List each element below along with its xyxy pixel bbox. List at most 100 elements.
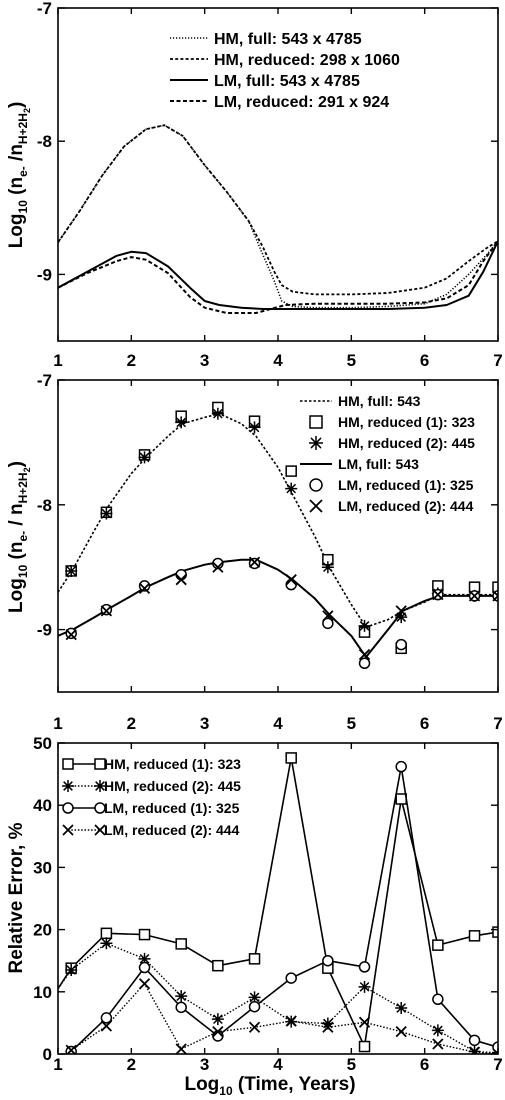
panel-bottom-plot-area	[58, 752, 498, 1054]
x-tick-label: 7	[493, 351, 502, 370]
data-point	[100, 1012, 113, 1024]
x-tick-label: 5	[347, 714, 356, 733]
x-tick-label: 4	[273, 714, 283, 733]
data-point	[175, 416, 188, 429]
data-point	[138, 580, 151, 592]
y-tick-label: 20	[33, 921, 52, 940]
data-point	[285, 1015, 297, 1027]
panel-bottom-y-axis-label: Relative Error, %	[6, 822, 27, 973]
series-lm-full-543	[58, 558, 498, 659]
y-tick-label: -8	[37, 496, 52, 515]
legend-label: HM, reduced (2): 445	[338, 435, 475, 451]
data-point	[358, 648, 371, 661]
legend-label: LM, reduced (2): 444	[338, 498, 474, 514]
legend-label: LM, reduced (1): 325	[104, 800, 240, 816]
panel-top-y-axis-label: Log10 (ne- /nH+2H2)	[6, 102, 32, 249]
data-point	[175, 574, 187, 586]
legend-label: HM, reduced (1): 323	[338, 414, 475, 430]
series-line	[58, 240, 498, 310]
series-lm-reduced-291-x-924	[58, 240, 498, 314]
series-line	[58, 124, 498, 309]
data-point	[212, 959, 224, 972]
data-point	[285, 465, 297, 477]
data-point	[138, 952, 151, 965]
data-point	[285, 752, 297, 764]
data-point	[468, 1034, 481, 1047]
x-tick-label: 5	[347, 351, 356, 370]
y-tick-label: -9	[37, 621, 52, 640]
series-lm-reduced-1-325	[65, 760, 498, 1054]
x-tick-label: 7	[493, 1055, 502, 1074]
data-point	[100, 507, 113, 520]
data-point	[492, 1048, 498, 1054]
data-point	[358, 980, 371, 993]
data-point	[65, 564, 78, 577]
data-point	[211, 1013, 224, 1026]
y-tick-label: -8	[37, 132, 52, 151]
series-group	[58, 124, 498, 314]
series-line	[58, 240, 498, 314]
legend-marker	[62, 758, 74, 770]
legend-label: LM, full: 543	[338, 456, 419, 472]
x-tick-label: 2	[127, 714, 136, 733]
panel-top-ticks: 1 2 3 4 5 6 7 -7 -8 -9	[37, 0, 503, 370]
panel-top-plot-area	[58, 124, 498, 314]
data-point	[358, 1016, 371, 1028]
series-hm-full-543	[58, 412, 498, 628]
legend-label: LM, reduced (1): 325	[338, 477, 474, 493]
data-point	[358, 961, 371, 973]
panel-middle-plot-area	[58, 401, 498, 670]
data-point	[468, 590, 481, 602]
data-point	[212, 561, 224, 573]
legend-marker	[94, 824, 106, 836]
data-point	[285, 482, 298, 495]
legend-label: HM, full: 543	[338, 393, 421, 409]
data-point	[138, 928, 151, 941]
y-tick-label: 40	[33, 796, 52, 815]
legend-label: HM, full: 543 x 4785	[214, 31, 362, 48]
panel-bottom-legend: HM, reduced (1): 323 HM, reduced (2): 445…	[62, 756, 241, 838]
legend-marker	[309, 415, 323, 429]
data-point	[395, 760, 407, 773]
y-tick-label: -7	[37, 0, 52, 18]
data-point	[65, 628, 77, 641]
data-point	[432, 589, 444, 601]
legend-label: LM, reduced: 291 x 924	[214, 94, 389, 111]
series-group	[58, 401, 498, 670]
data-point	[358, 1040, 371, 1053]
y-tick-label: 0	[43, 1045, 52, 1064]
data-point	[138, 582, 151, 595]
data-point	[175, 938, 187, 950]
x-tick-label: 3	[200, 351, 209, 370]
data-point	[285, 972, 297, 984]
x-tick-label: 4	[273, 351, 283, 370]
data-point	[138, 978, 151, 990]
data-point	[432, 993, 444, 1006]
panel-middle-ticks: 1 2 3 4 5 6 7 -7 -8 -9	[37, 371, 503, 733]
legend-label: LM, reduced (2): 444	[104, 822, 240, 838]
data-point	[431, 1024, 444, 1037]
legend-label: LM, full: 543 x 4785	[214, 73, 360, 90]
series-lm-reduced-2-444	[65, 556, 498, 661]
data-point	[321, 561, 334, 574]
data-point	[212, 1025, 224, 1038]
x-tick-label: 2	[127, 351, 136, 370]
panel-top: 1 2 3 4 5 6 7 -7 -8 -9 Log10 (ne- /nH+2H2) HM, fu…	[6, 0, 503, 370]
series-lm-reduced-2-444	[65, 978, 498, 1054]
x-tick-label: 1	[53, 1055, 62, 1074]
data-point	[175, 990, 188, 1003]
x-tick-label: 5	[347, 1055, 356, 1074]
data-point	[395, 1001, 408, 1014]
y-tick-label: 50	[33, 734, 52, 753]
data-point	[395, 605, 407, 617]
data-point	[175, 1043, 187, 1054]
panel-bottom: 1 2 3 4 5 6 7 0 10 20 30 40 50 Relative Error, % Log…	[6, 734, 503, 1098]
x-tick-label: 1	[53, 351, 62, 370]
data-point	[285, 574, 297, 586]
legend-marker	[309, 436, 323, 450]
panel-middle-y-axis-label: Log10 (ne- / nH+2H2)	[6, 461, 32, 613]
data-point	[211, 407, 224, 420]
legend-label: HM, reduced: 298 x 1060	[214, 52, 400, 69]
